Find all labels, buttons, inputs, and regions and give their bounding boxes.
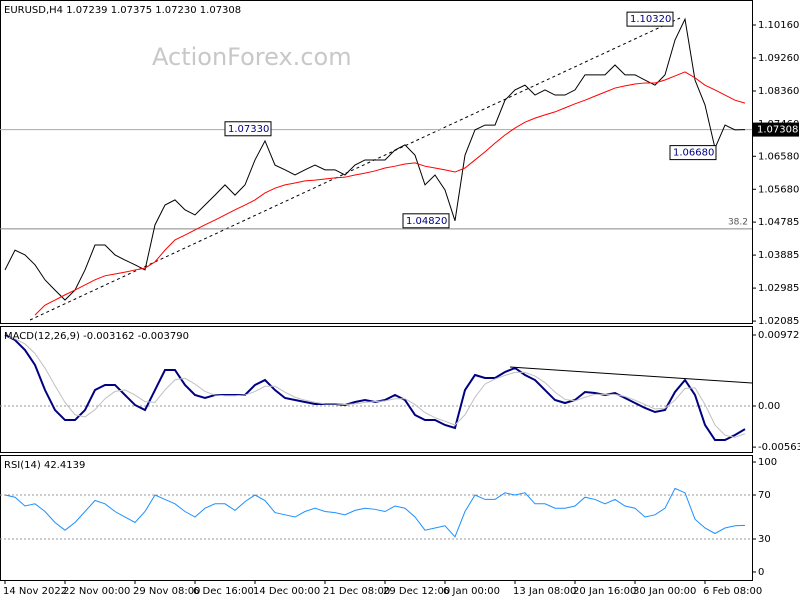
x-tick-label: 29 Dec 12:00 [383, 586, 450, 597]
y-tick-label: 1.09260 [758, 53, 799, 64]
price-label-box [626, 11, 674, 27]
macd-trend-line [509, 366, 753, 384]
price-label: 1.06680 [673, 148, 714, 159]
price-label: 1.04820 [406, 216, 447, 227]
y-tick-label: 1.10160 [758, 20, 799, 31]
macd-panel [0, 326, 753, 453]
y-tick-label: 100 [758, 457, 777, 468]
x-tick-label: 14 Nov 2022 [3, 586, 67, 597]
price-panel [0, 0, 753, 324]
y-tick-label: 1.05680 [758, 184, 799, 195]
watermark: ActionForex.com [152, 43, 352, 71]
x-tick-label: 22 Nov 00:00 [63, 586, 130, 597]
x-tick-label: 20 Jan 16:00 [573, 586, 636, 597]
last-price-box [753, 122, 799, 137]
x-tick-label: 30 Jan 00:00 [633, 586, 696, 597]
y-tick-label: 70 [758, 490, 771, 501]
panel-title: MACD(12,26,9) -0.003162 -0.003790 [4, 331, 189, 342]
series-line [4, 17, 746, 301]
panel-title: EURUSD,H4 1.07239 1.07375 1.07230 1.0730… [4, 5, 241, 16]
price-label-box [402, 213, 450, 229]
y-tick-label: 30 [758, 534, 771, 545]
price-label: 1.10320 [630, 14, 671, 25]
x-tick-label: 29 Nov 08:00 [133, 586, 200, 597]
x-tick-label: 6 Feb 08:00 [703, 586, 762, 597]
y-tick-label: -0.00563 [758, 442, 800, 453]
y-tick-label: 1.03885 [758, 250, 799, 261]
panel-title: RSI(14) 42.4139 [4, 460, 85, 471]
x-tick-label: 6 Jan 00:00 [443, 586, 500, 597]
x-tick-label: 13 Jan 08:00 [513, 586, 576, 597]
y-tick-label: 0.00 [758, 401, 780, 412]
x-tick-label: 21 Dec 08:00 [323, 586, 390, 597]
y-tick-label: 1.02085 [758, 316, 799, 327]
series-line [34, 71, 746, 316]
x-tick-label: 6 Dec 16:00 [193, 586, 254, 597]
y-tick-label: 1.02985 [758, 283, 799, 294]
y-tick-label: 0 [758, 567, 764, 578]
price-label-box [224, 121, 272, 137]
y-tick-label: 0.009726 [758, 330, 800, 341]
price-label-box [669, 145, 717, 161]
series-line [4, 487, 746, 538]
series-line [4, 336, 746, 438]
x-tick-label: 14 Dec 00:00 [253, 586, 320, 597]
price-label: 1.07330 [228, 124, 269, 135]
rsi-panel [0, 455, 753, 581]
level-label: 38.2 [728, 217, 748, 227]
y-tick-label: 1.06580 [758, 151, 799, 162]
y-tick-label: 1.08360 [758, 86, 799, 97]
last-price-label: 1.07308 [757, 125, 798, 136]
y-tick-label: 1.04785 [758, 217, 799, 228]
